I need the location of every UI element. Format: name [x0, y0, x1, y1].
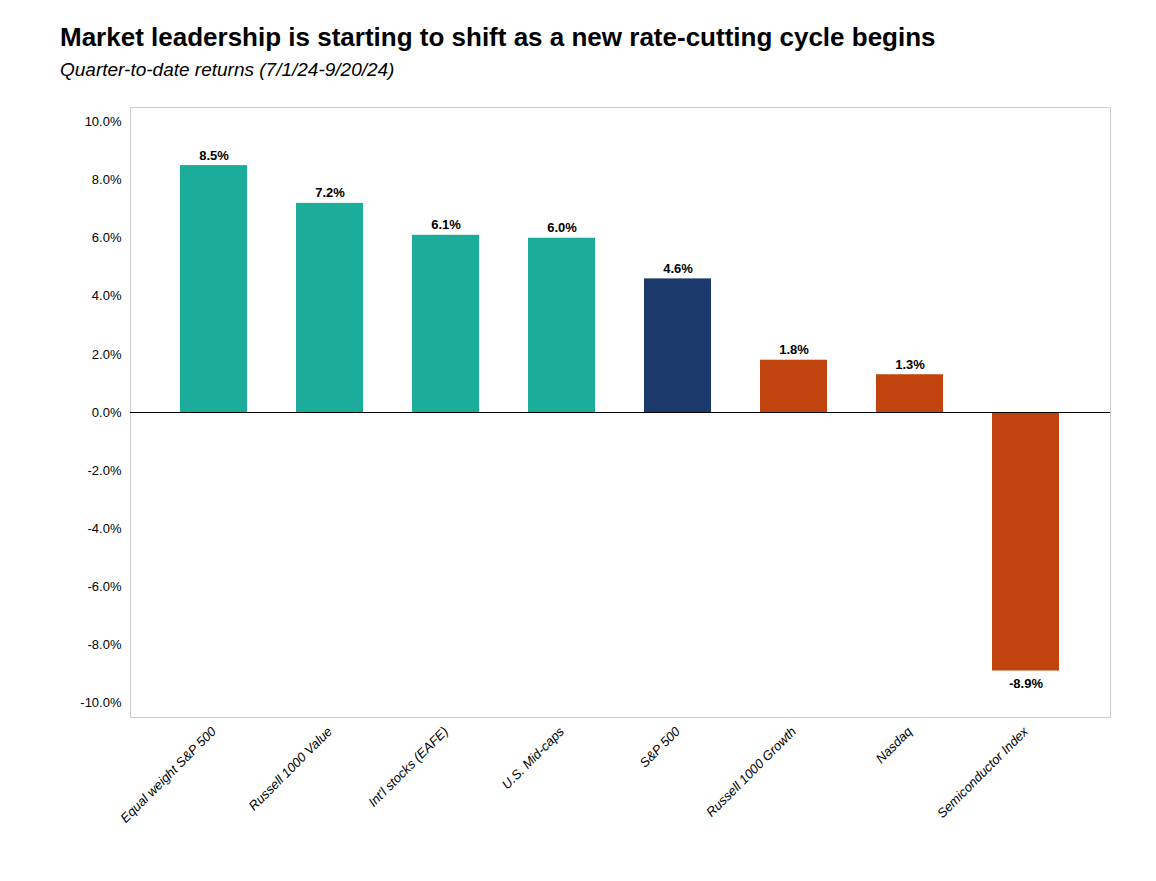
svg-text:7.2%: 7.2% — [315, 185, 345, 200]
svg-text:-4.0%: -4.0% — [88, 521, 122, 536]
svg-text:8.5%: 8.5% — [199, 148, 229, 163]
html-text:Quarter-to-date returns (7/1/2: Quarter-to-date returns (7/1/24-9/20/24) — [60, 59, 395, 80]
svg-text:0.0%: 0.0% — [92, 405, 122, 420]
svg-text:4.6%: 4.6% — [663, 261, 693, 276]
svg-text:-2.0%: -2.0% — [88, 463, 122, 478]
svg-text:Equal weight S&P 500: Equal weight S&P 500 — [117, 723, 219, 825]
svg-text:1.3%: 1.3% — [895, 357, 925, 372]
svg-text:6.1%: 6.1% — [431, 217, 461, 232]
svg-text:6.0%: 6.0% — [547, 220, 577, 235]
svg-text:2.0%: 2.0% — [92, 347, 122, 362]
svg-text:Nasdaq: Nasdaq — [873, 723, 916, 766]
svg-text:U.S. Mid-caps: U.S. Mid-caps — [499, 723, 568, 792]
svg-text:1.8%: 1.8% — [779, 342, 809, 357]
svg-text:Semiconductor Index: Semiconductor Index — [934, 723, 1031, 820]
svg-text:-10.0%: -10.0% — [80, 695, 122, 710]
html-text:Market leadership is starting: Market leadership is starting to shift a… — [60, 22, 936, 52]
svg-text:-8.9%: -8.9% — [1009, 676, 1043, 691]
svg-text:Russell 1000 Growth: Russell 1000 Growth — [703, 724, 799, 820]
svg-text:Russell 1000 Value: Russell 1000 Value — [246, 724, 335, 813]
svg-text:6.0%: 6.0% — [92, 230, 122, 245]
svg-text:-6.0%: -6.0% — [88, 579, 122, 594]
svg-text:S&P 500: S&P 500 — [637, 723, 684, 770]
svg-text:Int'l stocks (EAFE): Int'l stocks (EAFE) — [365, 724, 451, 810]
svg-text:10.0%: 10.0% — [85, 114, 122, 129]
svg-text:4.0%: 4.0% — [92, 288, 122, 303]
svg-text:-8.0%: -8.0% — [88, 637, 122, 652]
svg-text:8.0%: 8.0% — [92, 172, 122, 187]
